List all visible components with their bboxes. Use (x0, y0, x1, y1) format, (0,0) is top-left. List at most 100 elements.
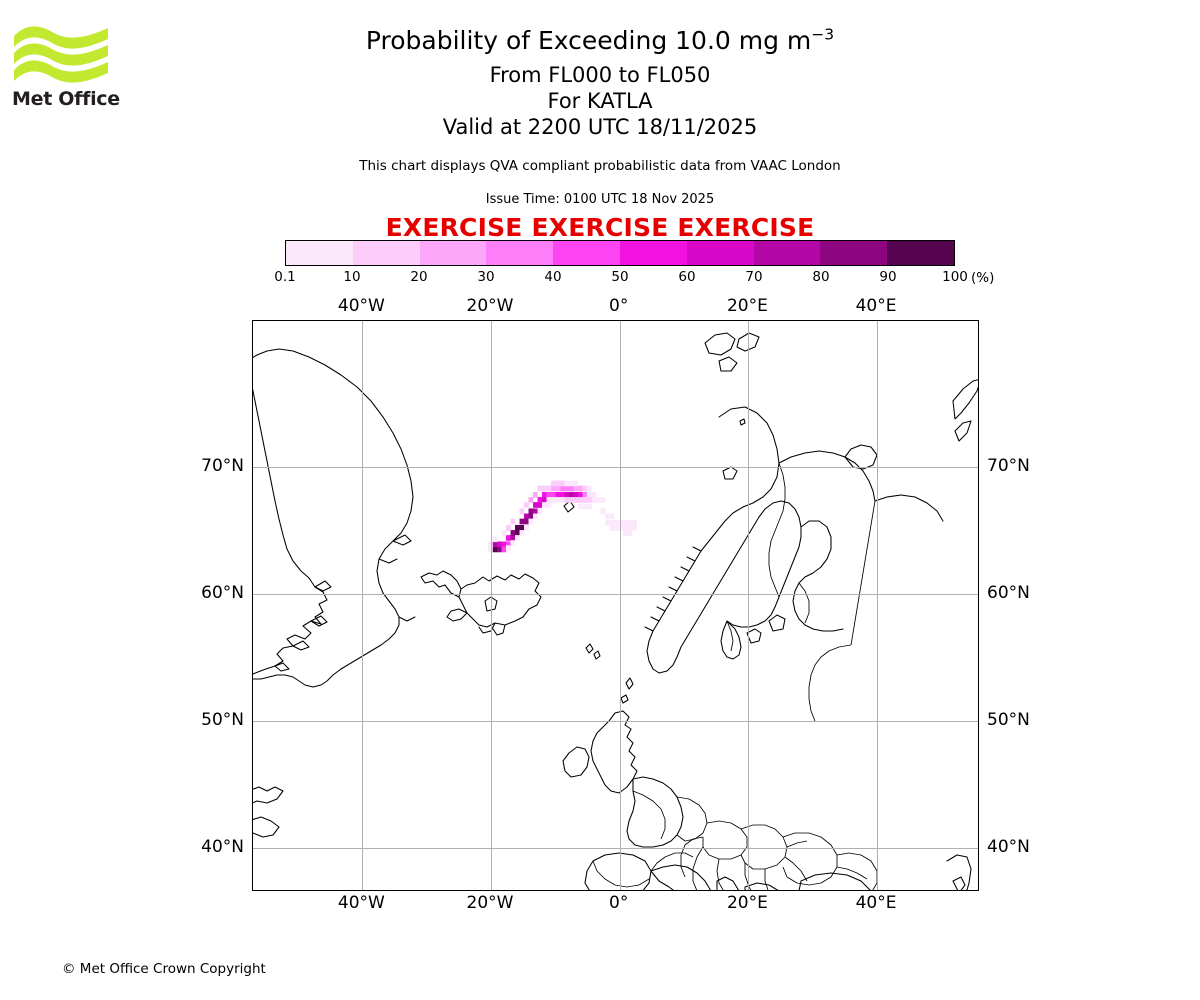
colorbar-tick-20: 20 (410, 269, 428, 285)
gridline-lon-40°E (877, 321, 879, 890)
gridline-lat-40°N (253, 847, 978, 849)
plume-cell (587, 503, 592, 510)
lat-label-right-40°N: 40°N (987, 836, 1030, 857)
colorbar-tick-40: 40 (544, 269, 562, 285)
plume-cell (542, 491, 547, 498)
plume-cell (506, 524, 511, 531)
lon-label-20°E: 20°E (726, 296, 768, 316)
plume-cell (618, 519, 624, 526)
plume-cell (524, 518, 529, 525)
plume-cell (506, 535, 511, 541)
plume-cell (578, 485, 583, 492)
plume-cell (587, 485, 592, 492)
plume-cell (542, 485, 547, 492)
plume-cell (537, 485, 543, 492)
plume-cell (605, 513, 610, 520)
plume-cell (560, 497, 565, 503)
issue-time: Issue Time: 0100 UTC 18 Nov 2025 (485, 192, 715, 207)
plume-cell (546, 491, 552, 498)
exercise-banner: EXERCISE EXERCISE EXERCISE (385, 213, 815, 242)
plume-cell (510, 530, 516, 536)
plume-cell (623, 530, 628, 536)
plume-cell (569, 485, 574, 492)
plume-cell (492, 541, 498, 548)
gridline-lon-0° (619, 321, 621, 890)
ash-probability-raster (487, 480, 637, 553)
plume-cell (551, 485, 556, 492)
colorbar-band-0 (286, 241, 353, 265)
lon-label-0°: 0° (609, 893, 629, 913)
colorbar-units-label: (%) (971, 270, 995, 286)
valid-time-subtitle: Valid at 2200 UTC 18/11/2025 (442, 115, 758, 139)
plume-cell (519, 530, 525, 536)
plume-cell (537, 497, 543, 503)
plume-cell (555, 480, 561, 487)
plume-cell (515, 524, 520, 531)
lat-label-left-60°N: 60°N (201, 582, 244, 603)
plume-cell (560, 480, 565, 487)
plume-cell (537, 502, 543, 508)
colorbar-tick-50: 50 (611, 269, 629, 285)
plume-cell (551, 497, 556, 503)
plume-cell (546, 485, 552, 492)
plume-cell (609, 513, 615, 520)
plume-cell (555, 497, 561, 503)
plume-cell (614, 524, 619, 531)
lon-label-40°E: 40°E (855, 296, 897, 316)
plume-cell (573, 491, 579, 498)
map-plot-area (252, 320, 979, 891)
colorbar-tick-10: 10 (343, 269, 361, 285)
lat-label-left-70°N: 70°N (201, 455, 244, 476)
colorbar-band-1 (352, 241, 420, 265)
plume-cell (632, 519, 637, 526)
colorbar-tick-0.1: 0.1 (274, 269, 296, 285)
plume-cell (600, 497, 606, 503)
plume-cell (506, 541, 511, 548)
gridline-lon-40°W (362, 321, 364, 890)
plume-cell (596, 497, 601, 503)
volcano-subtitle: For KATLA (547, 89, 653, 113)
plume-cell (524, 513, 529, 520)
plume-cell (582, 491, 588, 498)
plume-cell (627, 530, 633, 536)
logo-wordmark: Met Office (12, 88, 120, 110)
gridline-lon-20°W (491, 321, 493, 890)
plume-cell (555, 491, 561, 498)
lon-label-20°E: 20°E (726, 893, 768, 913)
plume-cell (582, 497, 588, 503)
plume-cell (551, 480, 556, 487)
plume-cell (582, 503, 588, 510)
colorbar-tick-60: 60 (678, 269, 696, 285)
plume-cell (501, 546, 507, 553)
colorbar-tick-70: 70 (745, 269, 763, 285)
plume-cell (591, 491, 597, 498)
plume-cell (564, 485, 570, 492)
plume-cell (623, 524, 628, 531)
plume-cell (564, 480, 570, 487)
plume-cell (487, 541, 493, 548)
colorbar-band-5 (619, 241, 687, 265)
page-title-exponent: −3 (811, 25, 835, 44)
plume-cell (487, 546, 493, 553)
plume-cell (560, 491, 565, 498)
colorbar-band-8 (820, 241, 888, 265)
lon-label-0°: 0° (609, 296, 629, 316)
plume-cell (510, 540, 516, 546)
plume-cell (578, 497, 583, 503)
plume-cell (510, 518, 516, 525)
plume-cell (533, 491, 538, 498)
plume-cell (501, 530, 507, 536)
plume-cell (614, 519, 619, 526)
flight-levels-subtitle: From FL000 to FL050 (489, 63, 711, 87)
plume-cell (506, 545, 511, 551)
plume-cell (578, 503, 583, 510)
plume-cell (564, 497, 570, 503)
plume-cell (533, 502, 538, 508)
colorbar-band-9 (887, 241, 954, 265)
lon-label-20°W: 20°W (466, 893, 514, 913)
plume-cell (515, 530, 520, 536)
plume-cell (609, 519, 615, 526)
colorbar-swatches (285, 240, 955, 266)
plume-cell (537, 508, 543, 515)
